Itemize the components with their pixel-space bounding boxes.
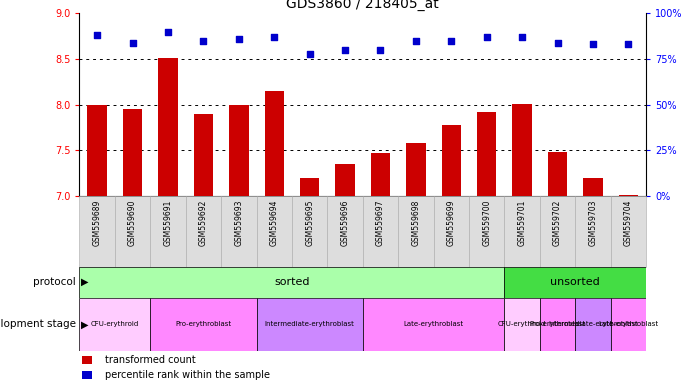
Bar xyxy=(540,298,575,351)
Bar xyxy=(504,267,646,298)
Point xyxy=(517,34,528,40)
Bar xyxy=(442,125,461,196)
Text: GSM559691: GSM559691 xyxy=(164,199,173,246)
Bar xyxy=(513,104,532,196)
Point xyxy=(198,38,209,44)
Bar xyxy=(292,196,328,267)
Point xyxy=(410,38,422,44)
Text: Late-erythroblast: Late-erythroblast xyxy=(404,321,464,328)
Bar xyxy=(256,298,363,351)
Text: unsorted: unsorted xyxy=(551,277,600,287)
Bar xyxy=(328,196,363,267)
Bar xyxy=(82,371,93,379)
Text: transformed count: transformed count xyxy=(105,356,196,366)
Point xyxy=(127,40,138,46)
Point xyxy=(339,47,350,53)
Bar xyxy=(79,267,504,298)
Text: GSM559694: GSM559694 xyxy=(269,199,278,246)
Text: sorted: sorted xyxy=(274,277,310,287)
Point xyxy=(587,41,598,48)
Text: percentile rank within the sample: percentile rank within the sample xyxy=(105,370,270,380)
Bar xyxy=(469,196,504,267)
Bar xyxy=(265,91,284,196)
Bar xyxy=(115,196,150,267)
Text: GSM559697: GSM559697 xyxy=(376,199,385,246)
Bar xyxy=(434,196,469,267)
Bar xyxy=(618,195,638,196)
Text: GSM559699: GSM559699 xyxy=(447,199,456,246)
Text: Intermediate-erythroblast: Intermediate-erythroblast xyxy=(548,321,638,328)
Point xyxy=(623,41,634,48)
Bar xyxy=(504,196,540,267)
Bar xyxy=(82,356,93,364)
Bar xyxy=(151,298,256,351)
Text: GSM559696: GSM559696 xyxy=(341,199,350,246)
Bar xyxy=(363,298,504,351)
Text: GSM559704: GSM559704 xyxy=(624,199,633,246)
Text: Pro-erythroblast: Pro-erythroblast xyxy=(176,321,231,328)
Text: CFU-erythroid: CFU-erythroid xyxy=(91,321,139,328)
Bar xyxy=(193,114,213,196)
Bar xyxy=(548,152,567,196)
Bar xyxy=(540,196,575,267)
Point xyxy=(92,32,103,38)
Text: GSM559701: GSM559701 xyxy=(518,199,527,246)
Bar xyxy=(363,196,398,267)
Text: GSM559700: GSM559700 xyxy=(482,199,491,246)
Text: GSM559698: GSM559698 xyxy=(411,199,420,246)
Text: GSM559703: GSM559703 xyxy=(589,199,598,246)
Point xyxy=(162,29,173,35)
Bar xyxy=(158,58,178,196)
Bar xyxy=(583,178,603,196)
Bar xyxy=(186,196,221,267)
Point xyxy=(304,50,315,56)
Bar xyxy=(504,298,540,351)
Bar xyxy=(300,178,319,196)
Bar xyxy=(575,196,611,267)
Text: GSM559692: GSM559692 xyxy=(199,199,208,246)
Title: GDS3860 / 218405_at: GDS3860 / 218405_at xyxy=(286,0,439,11)
Bar xyxy=(611,196,646,267)
Bar xyxy=(229,105,249,196)
Bar xyxy=(123,109,142,196)
Text: GSM559702: GSM559702 xyxy=(553,199,562,246)
Point xyxy=(481,34,492,40)
Text: Pro-erythroblast: Pro-erythroblast xyxy=(529,321,585,328)
Bar xyxy=(221,196,256,267)
Point xyxy=(269,34,280,40)
Bar xyxy=(151,196,186,267)
Bar xyxy=(79,196,115,267)
Bar xyxy=(575,298,611,351)
Text: CFU-erythroid: CFU-erythroid xyxy=(498,321,547,328)
Bar xyxy=(335,164,354,196)
Text: GSM559693: GSM559693 xyxy=(234,199,243,246)
Bar xyxy=(371,153,390,196)
Text: GSM559689: GSM559689 xyxy=(93,199,102,246)
Bar xyxy=(88,105,107,196)
Bar xyxy=(477,112,496,196)
Point xyxy=(552,40,563,46)
Text: ▶: ▶ xyxy=(81,277,88,287)
Text: protocol: protocol xyxy=(33,277,76,287)
Point xyxy=(375,47,386,53)
Text: GSM559695: GSM559695 xyxy=(305,199,314,246)
Text: Intermediate-erythroblast: Intermediate-erythroblast xyxy=(265,321,354,328)
Bar xyxy=(406,143,426,196)
Bar xyxy=(79,298,151,351)
Text: development stage: development stage xyxy=(0,319,76,329)
Text: GSM559690: GSM559690 xyxy=(128,199,137,246)
Bar xyxy=(611,298,646,351)
Bar xyxy=(256,196,292,267)
Point xyxy=(446,38,457,44)
Text: Late-erythroblast: Late-erythroblast xyxy=(598,321,659,328)
Point xyxy=(234,36,245,42)
Bar xyxy=(398,196,434,267)
Text: ▶: ▶ xyxy=(81,319,88,329)
